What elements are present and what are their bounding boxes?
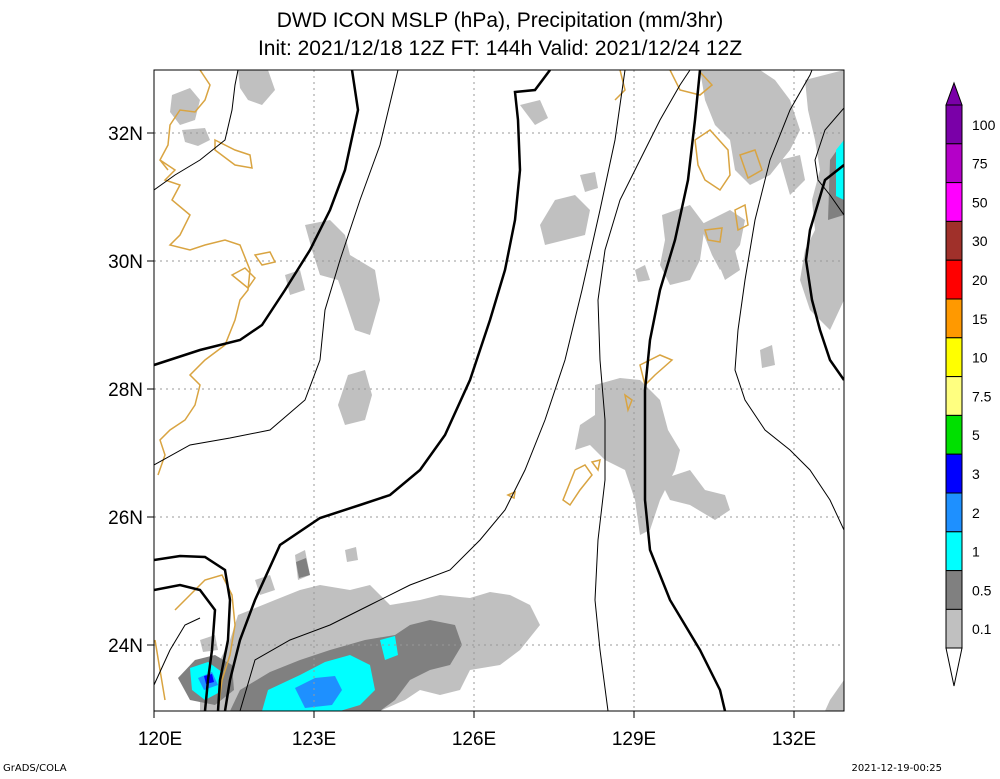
lon-labels: 120E 123E 126E 129E 132E [138,729,816,750]
lon-label: 129E [612,729,656,750]
lat-label: 26N [108,508,143,529]
colorbar-bottom-arrow [945,647,963,687]
colorbar-label: 1 [972,544,980,560]
colorbar-swatch [945,531,963,572]
colorbar-swatch [945,104,963,145]
map-subtitle: Init: 2021/12/18 12Z FT: 144h Valid: 202… [257,37,743,60]
colorbar-label: 20 [972,272,988,288]
colorbar-label: 5 [972,427,980,443]
colorbar-label: 30 [972,233,988,249]
colorbar-swatch [945,337,963,378]
colorbar-label: 0.1 [972,621,992,637]
colorbar-swatch [945,570,963,610]
footer-timestamp: 2021-12-19-00:25 [851,763,942,774]
colorbar-label: 0.5 [972,582,992,598]
colorbar-boxes [945,104,963,649]
colorbar-label: 75 [972,156,988,172]
map-title: DWD ICON MSLP (hPa), Precipitation (mm/3… [276,9,724,32]
colorbar-swatch [945,182,963,222]
lat-label: 28N [108,380,143,401]
map-frame [153,69,845,712]
lon-label: 126E [452,729,496,750]
lon-label: 120E [138,729,182,750]
map-area [154,70,844,711]
colorbar-labels: 100 75 50 30 20 15 10 7.5 5 3 2 1 0.5 0.1 [972,117,996,637]
colorbar-swatch [945,143,963,184]
colorbar-swatch [945,453,963,494]
colorbar-swatch [945,376,963,416]
lon-label: 132E [772,729,816,750]
lat-label: 24N [108,636,143,657]
precip-blue-areas [198,672,342,708]
isobars-thick [154,70,844,711]
lat-labels: 32N 30N 28N 26N 24N [108,124,143,657]
colorbar-label: 15 [972,311,988,327]
colorbar-label: 3 [972,466,980,482]
lat-label: 32N [108,124,143,145]
colorbar-label: 100 [972,117,996,133]
colorbar-swatch [945,414,963,455]
lon-label: 123E [292,729,336,750]
colorbar-swatch [945,492,963,533]
coastline [154,70,763,711]
lat-label: 30N [108,252,143,273]
colorbar-label: 50 [972,194,988,210]
colorbar-swatch [945,298,963,339]
colorbar-label: 10 [972,350,988,366]
footer-credit: GrADS/COLA [3,763,67,774]
isobars-thin [154,70,844,711]
map-grid [154,70,844,711]
colorbar-swatch [945,259,963,300]
colorbar-label: 7.5 [972,388,992,404]
colorbar: 100 75 50 30 20 15 10 7.5 5 3 2 1 0.5 0.1 [945,81,996,687]
colorbar-label: 2 [972,505,980,521]
colorbar-swatch [945,608,963,649]
colorbar-swatch [945,220,963,261]
colorbar-top-arrow [945,81,963,106]
axis-ticks [147,132,795,718]
